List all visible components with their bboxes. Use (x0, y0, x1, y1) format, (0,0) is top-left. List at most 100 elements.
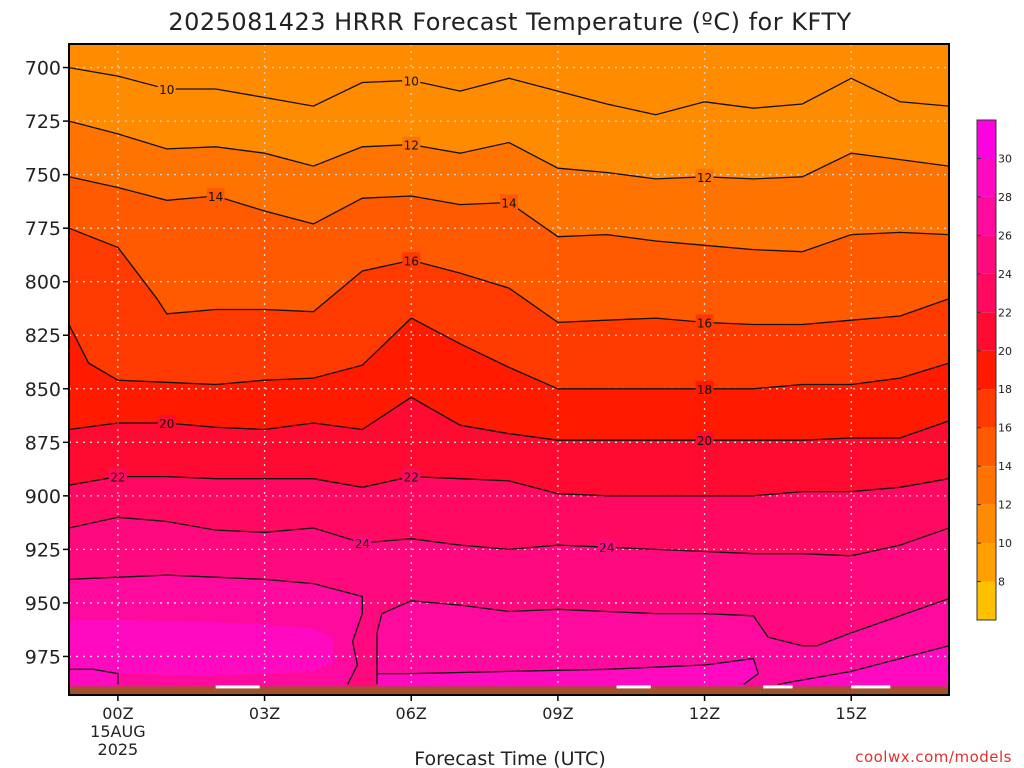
colorbar-swatch (977, 389, 996, 428)
colorbar-tick-label: 28 (998, 191, 1012, 204)
band-fill (777, 645, 949, 695)
contour-line-10 (68, 66, 950, 116)
contour-label-bg (402, 72, 421, 88)
chart-title: 2025081423 HRRR Forecast Temperature (ºC… (168, 8, 851, 36)
surface-marker (851, 685, 891, 689)
colorbar-tick-label: 20 (998, 345, 1012, 358)
colorbar-swatch (977, 543, 996, 582)
contour-label: 16 (697, 316, 712, 330)
x-tick-label: 12Z (689, 704, 720, 723)
y-tick-label: 950 (25, 593, 61, 615)
colorbar-tick-label: 12 (998, 499, 1012, 512)
contour-layer: 10 10 12 12 14 14 16 16 18 20 20 22 22 24 24 (68, 66, 950, 685)
contour-line-26 (68, 574, 363, 685)
contour-label-bg (695, 168, 714, 184)
contour-line-26 (376, 597, 950, 685)
contour-label-bg (206, 188, 225, 204)
y-tick-label: 825 (25, 325, 61, 347)
surface-marker (763, 685, 793, 689)
contour-label: 10 (404, 74, 419, 88)
contour-label: 24 (599, 541, 614, 555)
y-tick-label: 875 (25, 432, 61, 454)
contour-line-16 (68, 227, 950, 326)
contour-label-bg (695, 432, 714, 448)
colorbar-tick-label: 26 (998, 229, 1012, 242)
y-axis: 700 725 750 775 800 825 850 875 900 925 950 975 (25, 58, 69, 668)
x-tick-label: 06Z (396, 704, 427, 723)
contour-line-18 (68, 317, 950, 390)
colorbar-tick-label: 14 (998, 460, 1012, 473)
y-tick-label: 975 (25, 646, 61, 668)
contour-line-12 (68, 120, 950, 180)
colorbar-swatch (977, 273, 996, 313)
colorbar-tick-label: 16 (998, 422, 1012, 435)
contour-label-bg (402, 252, 421, 268)
colorbar-swatch (977, 158, 996, 197)
contour-line-22 (68, 475, 950, 497)
y-tick-label: 775 (25, 218, 61, 240)
contour-label-bg (695, 380, 714, 396)
y-tick-label: 725 (25, 111, 61, 133)
colorbar-swatch (977, 235, 996, 274)
contour-label-bg (695, 314, 714, 330)
contour-label: 22 (404, 471, 419, 485)
contour-label-bg (157, 80, 176, 96)
y-tick-label: 700 (25, 58, 61, 80)
colorbar-tick-label: 30 (998, 152, 1012, 165)
colorbar-swatch (977, 504, 996, 544)
contour-label: 14 (501, 196, 516, 210)
colorbar-tick-label: 22 (998, 306, 1012, 319)
contour-label: 24 (355, 537, 370, 551)
plot-fill-layer (69, 44, 949, 696)
contour-label-bg (500, 194, 518, 210)
colorbar-swatch (977, 350, 996, 390)
band-fill (69, 620, 333, 676)
colorbar-tick-label: 24 (998, 268, 1012, 281)
contour-label: 18 (697, 383, 712, 397)
colorbar-tick-label: 8 (998, 576, 1005, 589)
contour-line-20 (68, 396, 950, 441)
contour-label-bg (108, 468, 127, 484)
y-tick-label: 800 (25, 272, 61, 294)
y-tick-label: 850 (25, 379, 61, 401)
x-tick-year: 2025 (98, 740, 139, 759)
y-tick-label: 925 (25, 539, 61, 561)
ground-layer (69, 685, 949, 695)
contour-label-bg (597, 539, 616, 555)
contour-label: 16 (404, 254, 419, 268)
colorbar-swatch (977, 581, 996, 620)
x-tick-label: 15Z (836, 704, 867, 723)
colorbar-swatch (977, 466, 996, 505)
credit-text: coolwx.com/models (855, 748, 1012, 766)
contour-line-26 (69, 668, 119, 685)
contour-line-24 (68, 516, 950, 557)
ground-fill (69, 686, 949, 695)
contour-label: 14 (208, 190, 223, 204)
colorbar: 8 10 12 14 16 18 20 22 24 26 28 30 (976, 119, 1012, 621)
x-axis-label: Forecast Time (UTC) (414, 748, 605, 768)
y-tick-label: 900 (25, 486, 61, 508)
contour-label-bg (402, 468, 421, 484)
surface-marker (616, 685, 651, 689)
contour-label-bg (157, 415, 176, 431)
x-tick-label: 09Z (542, 704, 573, 723)
contour-label: 10 (159, 83, 174, 97)
contour-label: 20 (159, 417, 174, 431)
contour-label-bg (353, 534, 372, 550)
contour-label: 20 (697, 434, 712, 448)
x-tick-label: 00Z (102, 704, 133, 723)
contour-line-26 (777, 645, 950, 685)
colorbar-tick-label: 18 (998, 383, 1012, 396)
colorbar-frame (976, 119, 997, 621)
x-tick-date: 15AUG (90, 722, 145, 741)
contour-label-bg (402, 136, 421, 152)
band-fill (377, 658, 759, 695)
contour-line-26 (377, 657, 760, 685)
colorbar-swatch (977, 427, 996, 467)
colorbar-swatch (977, 196, 996, 236)
contour-label: 12 (404, 139, 419, 153)
colorbar-swatch (977, 120, 996, 159)
y-tick-label: 750 (25, 165, 61, 187)
